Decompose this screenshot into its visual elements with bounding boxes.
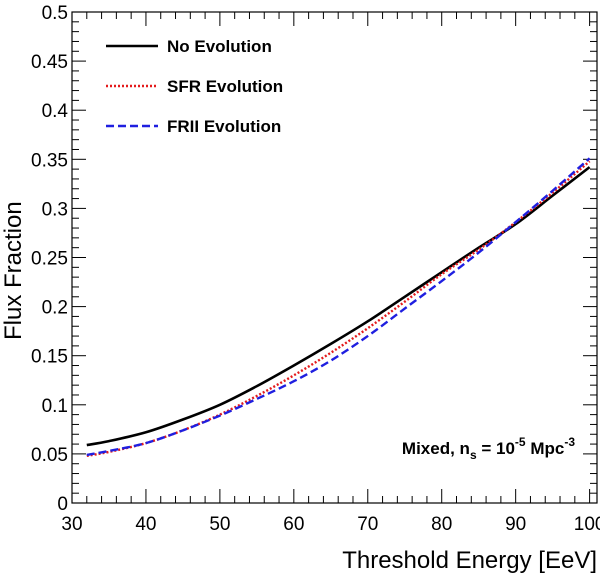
x-axis-title: Threshold Energy [EeV] [342, 547, 597, 574]
series-line-1 [86, 166, 591, 447]
y-tick-label: 0.4 [42, 101, 69, 122]
x-tick-label: 70 [357, 514, 378, 535]
y-tick-label: 0.45 [31, 52, 68, 73]
y-tick-label: 0.3 [42, 199, 68, 220]
ticks [71, 11, 597, 504]
y-tick-label: 0.25 [31, 249, 68, 270]
x-tick-label: 40 [135, 514, 156, 535]
legend: No Evolution SFR Evolution FRII Evolution [106, 37, 283, 136]
y-tick-label: 0.2 [42, 298, 68, 319]
tick-labels: 30 40 50 60 70 80 90 100 0 0.05 0.1 0.15 0.2 0.25 0.3 0… [31, 3, 600, 535]
series-line-3 [86, 157, 591, 457]
legend-label-3: FRII Evolution [167, 117, 281, 136]
y-tick-label: 0.35 [31, 150, 68, 171]
x-tick-label: 60 [283, 514, 304, 535]
x-tick-label: 30 [61, 514, 82, 535]
x-tick-label: 100 [574, 514, 600, 535]
legend-label-2: SFR Evolution [167, 77, 283, 96]
y-tick-label: 0.5 [42, 3, 68, 24]
y-tick-label: 0.15 [31, 347, 68, 368]
y-tick-label: 0 [57, 494, 68, 515]
series-line-2 [86, 160, 591, 458]
y-tick-label: 0.05 [31, 445, 68, 466]
x-tick-label: 90 [505, 514, 526, 535]
x-tick-label: 80 [431, 514, 452, 535]
y-axis-title: Flux Fraction [0, 201, 27, 340]
series-lines [86, 157, 591, 458]
x-tick-label: 50 [209, 514, 230, 535]
legend-label-1: No Evolution [167, 37, 272, 56]
annotation-density: Mixed, ns = 10-5 Mpc-3 [402, 435, 575, 462]
y-tick-label: 0.1 [42, 396, 68, 417]
